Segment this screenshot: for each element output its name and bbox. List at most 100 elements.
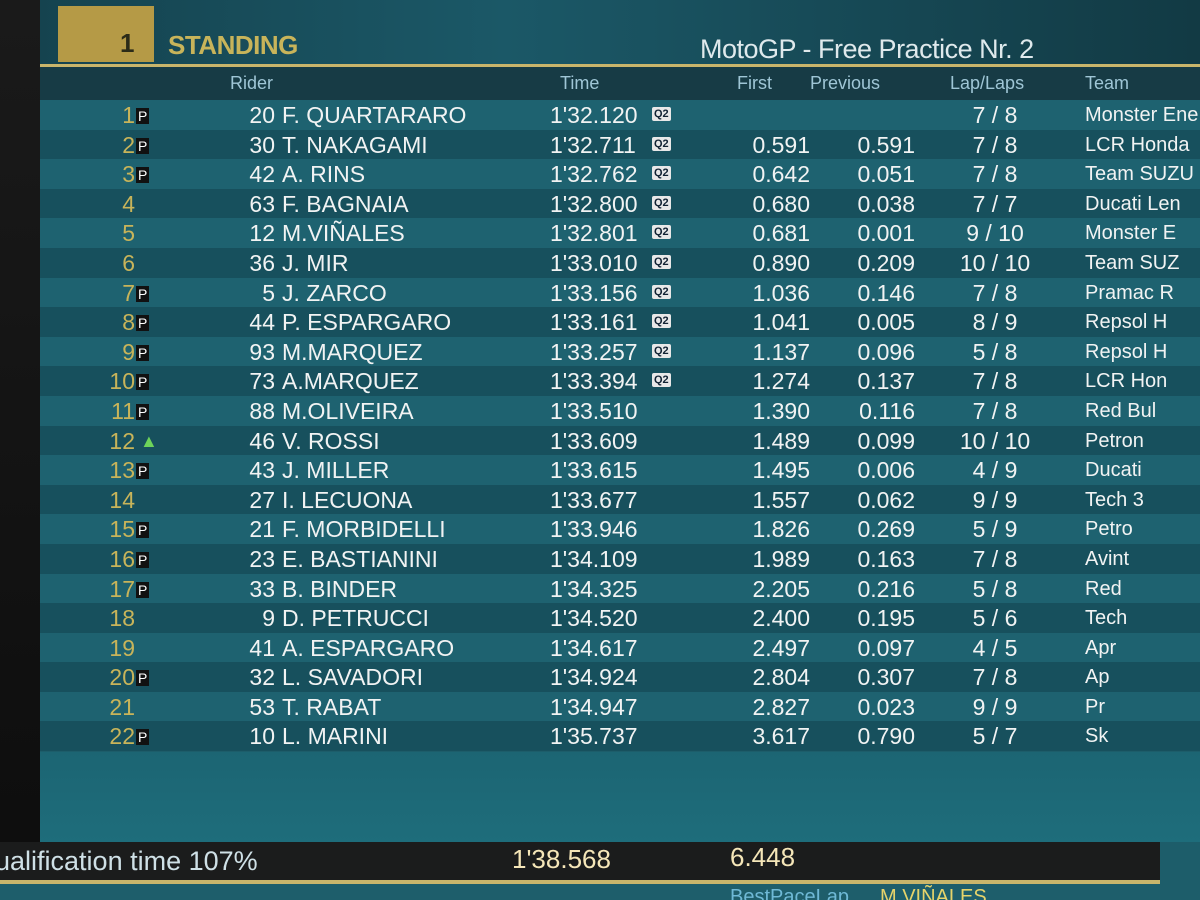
session-title: MotoGP - Free Practice Nr. 2: [700, 34, 1034, 64]
team-name: Avint: [1085, 547, 1130, 570]
lap-count: 7 / 8: [972, 664, 1018, 691]
qualification-bar: Qualification time 107% 1'38.568 6.448: [0, 842, 1160, 882]
p-marker: P: [136, 167, 150, 184]
rider-number: 44: [249, 309, 275, 336]
position: 1: [122, 102, 135, 128]
rider-name: L. MARINI: [282, 723, 389, 750]
rider-name: A. ESPARGARO: [282, 634, 455, 661]
rider-name: A. RINS: [282, 161, 366, 188]
rider-name: B. BINDER: [282, 575, 398, 602]
rider-name: J. MIR: [282, 249, 349, 276]
gap-first: 1.137: [752, 338, 810, 365]
lap-time: 1'34.109: [550, 545, 638, 572]
position: 5: [122, 220, 135, 247]
q2-badge: Q2: [652, 225, 671, 240]
col-laps: Lap/Laps: [950, 73, 1025, 93]
lap-time: 1'32.120: [550, 102, 638, 128]
position: 14: [109, 486, 135, 513]
lap-time: 1'33.257: [550, 338, 638, 365]
gap-first: 0.681: [752, 220, 810, 247]
position: 12: [109, 427, 135, 454]
table-row: 3 42 A. RINS 1'32.762 0.642 0.051 7 / 8 Team SU…: [40, 159, 1200, 189]
position: 19: [109, 634, 135, 661]
team-name: Petron: [1085, 429, 1144, 452]
position: 4: [122, 190, 135, 217]
table-row: 21 53 T. RABAT 1'34.947 2.827 0.023 9 / 9 Pr: [40, 691, 1200, 722]
table-row: 13 43 J. MILLER 1'33.615 1.495 0.006 4 / 9 Duca…: [40, 455, 1200, 485]
up-arrow-icon: ▲: [140, 430, 158, 451]
lap-count: 7 / 8: [972, 102, 1018, 128]
rider-number: 53: [249, 693, 275, 720]
position: 22: [109, 723, 135, 750]
gap-first: 0.680: [752, 190, 810, 217]
gap-previous: 0.001: [857, 220, 915, 247]
p-marker: P: [136, 522, 150, 539]
team-name: Team SUZU: [1085, 163, 1194, 186]
q2-badge: Q2: [652, 166, 671, 181]
gap-previous: 0.216: [857, 575, 915, 602]
lap-time: 1'33.510: [550, 397, 638, 424]
lap-count: 7 / 8: [972, 161, 1018, 188]
team-name: Red Bul: [1085, 399, 1157, 422]
lap-count: 10 / 10: [959, 249, 1031, 276]
p-marker: P: [136, 285, 150, 302]
lap-count: 7 / 8: [972, 545, 1018, 572]
page-number: 1: [120, 28, 135, 58]
qualification-label: Qualification time 107%: [0, 846, 258, 876]
divider: [40, 64, 1200, 67]
lap-time: 1'33.609: [550, 427, 638, 454]
rider-number: 5: [262, 279, 275, 306]
rider-name: T. RABAT: [282, 693, 382, 720]
lap-count: 9 / 10: [966, 220, 1024, 247]
lap-count: 7 / 7: [972, 190, 1018, 217]
q2-badge: Q2: [652, 343, 671, 358]
rider-name: J. MILLER: [282, 457, 390, 484]
table-row: 18 9 D. PETRUCCI 1'34.520 2.400 0.195 5 / 6 Tec…: [40, 603, 1200, 633]
q2-badge: Q2: [652, 373, 671, 388]
lap-time: 1'33.946: [550, 516, 638, 543]
gap-first: 1.036: [752, 279, 810, 306]
team-name: LCR Honda: [1085, 133, 1190, 156]
rider-number: 46: [249, 427, 275, 454]
gap-first: 0.591: [752, 131, 810, 158]
gap-first: 2.205: [752, 575, 810, 602]
p-marker: P: [136, 463, 150, 480]
footer-bar: BestPaceLap M.VIÑALES: [0, 884, 1160, 900]
table-row: 10 73 A.MARQUEZ 1'33.394 1.274 0.137 7 / 8 LCR …: [40, 366, 1200, 396]
rider-number: 88: [249, 397, 275, 424]
rider-name: M.MARQUEZ: [282, 338, 423, 365]
col-rider: Rider: [230, 73, 274, 93]
rider-name: P. ESPARGARO: [282, 309, 452, 336]
gap-previous: 0.096: [857, 338, 915, 365]
team-name: LCR Hon: [1085, 370, 1168, 393]
lap-count: 7 / 8: [972, 368, 1018, 395]
gap-previous: 0.269: [857, 516, 915, 543]
team-name: Petro: [1085, 518, 1133, 541]
rider-number: 36: [249, 249, 275, 276]
gap-first: 2.400: [752, 605, 810, 632]
team-name: Red: [1085, 577, 1122, 600]
q2-badge: Q2: [652, 284, 671, 299]
team-name: Repsol H: [1085, 340, 1168, 363]
lap-count: 9 / 9: [972, 486, 1018, 513]
gap-first: 2.827: [752, 693, 810, 720]
gap-previous: 0.163: [857, 545, 915, 572]
lap-count: 5 / 8: [972, 575, 1018, 602]
team-name: Pr: [1085, 695, 1105, 718]
gap-previous: 0.097: [857, 634, 915, 661]
rider-name: E. BASTIANINI: [282, 545, 438, 572]
rider-number: 43: [249, 457, 275, 484]
lap-time: 1'34.617: [550, 634, 638, 661]
lap-time: 1'33.156: [550, 279, 638, 306]
table-row: 9 93 M.MARQUEZ 1'33.257 1.137 0.096 5 / 8 Repso…: [40, 336, 1200, 367]
table-row: 4 63 F. BAGNAIA 1'32.800 0.680 0.038 7 / 7 Duca…: [40, 188, 1200, 219]
q2-badge: Q2: [652, 314, 671, 329]
team-name: Tech 3: [1085, 488, 1144, 511]
gap-previous: 0.209: [857, 249, 915, 276]
rider-number: 23: [249, 545, 275, 572]
rider-number: 32: [249, 664, 275, 691]
rider-name: I. LECUONA: [282, 486, 413, 513]
gap-previous: 0.006: [857, 457, 915, 484]
best-pace-rider: M.VIÑALES: [880, 886, 987, 900]
q2-badge: Q2: [652, 107, 671, 121]
